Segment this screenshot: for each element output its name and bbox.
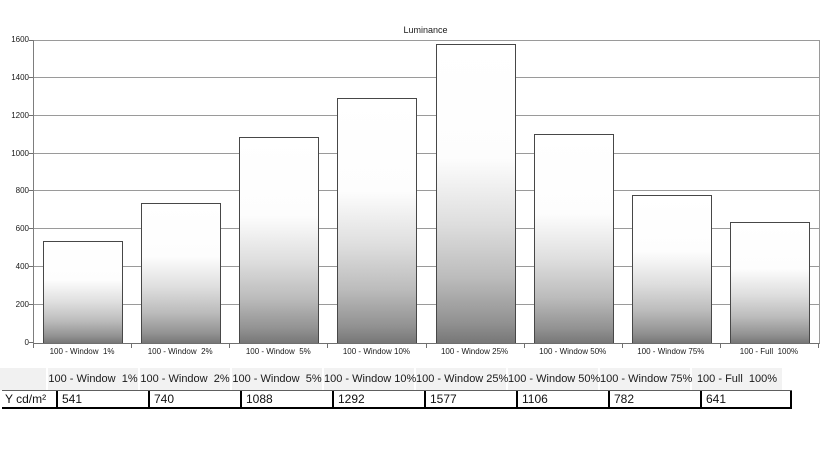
gridline-1000 xyxy=(34,153,819,154)
bar-slot-1 xyxy=(34,40,132,343)
x-axis-category-label: 100 - Window 10% xyxy=(342,347,411,356)
x-axis-category-label: 100 - Window 2% xyxy=(147,347,213,356)
bar-slot-5 xyxy=(427,40,525,343)
bar-slot-7 xyxy=(623,40,721,343)
gridline-200 xyxy=(34,304,819,305)
table-header-cell: 100 - Window 50% xyxy=(508,368,600,390)
x-axis-tick-mark xyxy=(818,344,819,348)
bar-3 xyxy=(239,137,320,343)
y-axis-tick-mark xyxy=(29,40,33,41)
y-axis-tick-label: 1200 xyxy=(11,111,29,120)
y-axis-tick-label: 1400 xyxy=(11,73,29,82)
table-value-cell: 1088 xyxy=(240,391,332,407)
y-axis-tick-label: 1600 xyxy=(11,35,29,44)
x-axis-tick-mark xyxy=(426,344,427,348)
y-axis-tick-label: 200 xyxy=(15,300,29,309)
gridline-400 xyxy=(34,266,819,267)
table-header-cell: 100 - Window 1% xyxy=(48,368,138,390)
x-axis-tick-mark xyxy=(720,344,721,348)
table-value-cell: 1577 xyxy=(424,391,516,407)
y-axis-tick-label: 800 xyxy=(15,186,29,195)
chart-title: Luminance xyxy=(403,25,448,35)
x-axis-tick-mark xyxy=(229,344,230,348)
table-header-spacer xyxy=(0,368,46,390)
table-value-cell: 1106 xyxy=(516,391,608,407)
table-header-cell: 100 - Window 75% xyxy=(600,368,692,390)
y-axis-tick-mark xyxy=(29,228,33,229)
table-value-cell: 541 xyxy=(56,391,148,407)
table-header-cell: 100 - Full 100% xyxy=(692,368,782,390)
gridline-1600 xyxy=(34,40,819,41)
bar-slot-6 xyxy=(525,40,623,343)
bar-slot-4 xyxy=(328,40,426,343)
y-axis-tick-mark xyxy=(29,190,33,191)
y-axis-tick-mark xyxy=(29,304,33,305)
bar-slot-3 xyxy=(230,40,328,343)
y-axis-tick-mark xyxy=(29,115,33,116)
gridline-1200 xyxy=(34,115,819,116)
y-axis-tick-label: 600 xyxy=(15,224,29,233)
table-value-cell: 782 xyxy=(608,391,700,407)
x-axis-category-label: 100 - Window 5% xyxy=(245,347,311,356)
table-header-cell: 100 - Window 2% xyxy=(140,368,230,390)
y-axis-tick-mark xyxy=(29,77,33,78)
table-header-cell: 100 - Window 10% xyxy=(324,368,416,390)
bar-7 xyxy=(631,195,712,343)
gridline-1400 xyxy=(34,77,819,78)
table-value-cell: 740 xyxy=(148,391,240,407)
bar-1 xyxy=(43,241,124,343)
table-row-label: Y cd/m² xyxy=(5,392,47,406)
bar-5 xyxy=(435,44,516,343)
x-axis-category-label: 100 - Window 25% xyxy=(440,347,509,356)
x-axis-tick-mark xyxy=(622,344,623,348)
x-axis-category-label: 100 - Window 75% xyxy=(637,347,705,356)
y-axis-tick-mark xyxy=(29,266,33,267)
y-axis-tick-label: 1000 xyxy=(11,149,29,158)
bar-6 xyxy=(533,134,614,343)
y-axis-tick-mark xyxy=(29,153,33,154)
table-header-cell: 100 - Window 25% xyxy=(416,368,508,390)
table-header-cell: 100 - Window 5% xyxy=(232,368,322,390)
x-axis-labels: 100 - Window 1% 100 - Window 2% 100 - Wind… xyxy=(33,347,818,356)
bars-row xyxy=(34,40,819,343)
gridline-600 xyxy=(34,228,819,229)
x-axis-tick-mark xyxy=(131,344,132,348)
y-axis-tick-mark xyxy=(29,342,33,343)
plot-area xyxy=(33,40,820,344)
x-axis-category-label: 100 - Window 50% xyxy=(539,347,607,356)
table-data-row: Y cd/m² 541 740 1088 1292 1577 1106 782 641 xyxy=(2,390,792,409)
table-header-row: 100 - Window 1% 100 - Window 2% 100 - Wind… xyxy=(0,368,782,390)
bar-4 xyxy=(337,98,418,343)
bar-slot-8 xyxy=(721,40,819,343)
bar-8 xyxy=(729,222,810,343)
x-axis-tick-mark xyxy=(524,344,525,348)
x-axis-category-label: 100 - Window 1% xyxy=(49,347,115,356)
x-axis-tick-mark xyxy=(327,344,328,348)
bar-2 xyxy=(141,203,222,343)
x-axis-tick-mark xyxy=(33,344,34,348)
bar-slot-2 xyxy=(132,40,230,343)
gridline-800 xyxy=(34,190,819,191)
table-value-cell: 641 xyxy=(700,391,792,407)
x-axis-category-label: 100 - Full 100% xyxy=(739,347,799,356)
y-axis-tick-label: 400 xyxy=(15,262,29,271)
y-axis-tick-label: 0 xyxy=(24,338,29,347)
table-value-cell: 1292 xyxy=(332,391,424,407)
